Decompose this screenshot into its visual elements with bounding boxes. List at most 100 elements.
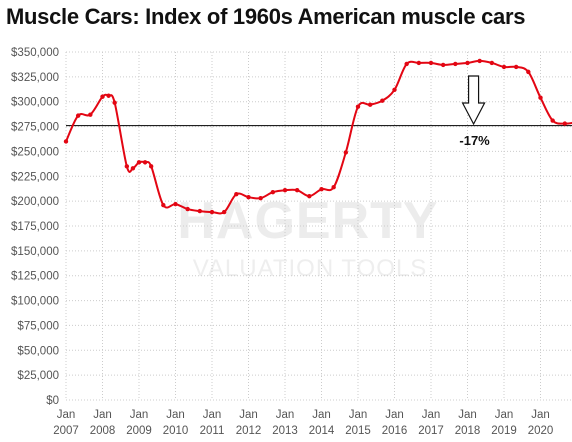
data-point <box>294 188 300 193</box>
y-tick-label: $125,000 <box>11 271 59 283</box>
data-point <box>355 104 361 109</box>
data-point <box>550 118 555 123</box>
data-point <box>88 112 93 117</box>
x-tick-label-month: Jan <box>239 409 258 421</box>
data-point <box>343 150 349 155</box>
data-point <box>477 58 482 64</box>
y-tick-label: $275,000 <box>11 122 59 134</box>
y-tick-label: $150,000 <box>11 246 59 258</box>
watermark-subtitle-text: VALUATION TOOLS <box>193 255 428 282</box>
x-tick-label-month: Jan <box>422 409 441 421</box>
x-tick-label-year: 2019 <box>491 425 517 437</box>
data-point <box>501 64 507 70</box>
x-tick-label-month: Jan <box>495 409 514 421</box>
x-tick-label-year: 2018 <box>455 425 481 437</box>
data-point <box>234 191 239 197</box>
data-point <box>161 202 166 208</box>
y-tick-label: $200,000 <box>11 196 59 208</box>
y-tick-label: $175,000 <box>11 221 59 233</box>
x-tick-label-year: 2012 <box>236 425 262 437</box>
y-tick-label: $50,000 <box>17 345 59 357</box>
x-tick-label-year: 2014 <box>309 425 335 437</box>
data-point <box>404 61 409 67</box>
y-tick-label: $325,000 <box>11 72 59 84</box>
chart-title: Muscle Cars: Index of 1960s American mus… <box>6 4 526 29</box>
y-tick-label: $100,000 <box>11 296 59 308</box>
data-point <box>513 64 519 70</box>
y-axis: $350,000 $325,000 $300,000 $275,000 $250,000… <box>11 47 59 407</box>
x-tick-label-month: Jan <box>203 409 222 421</box>
data-point <box>392 87 397 92</box>
data-point <box>185 206 190 212</box>
data-point <box>209 209 215 215</box>
data-point <box>428 60 434 66</box>
data-point <box>173 201 178 207</box>
data-point <box>416 60 422 66</box>
watermark: HAGERTY VALUATION TOOLS <box>177 192 437 282</box>
x-tick-label-year: 2007 <box>53 425 79 437</box>
data-point <box>221 209 227 215</box>
data-point <box>489 60 495 66</box>
x-tick-label-year: 2008 <box>90 425 116 437</box>
x-tick-label-month: Jan <box>276 409 295 421</box>
annotation-group: -17% <box>459 75 490 148</box>
y-tick-label: $0 <box>46 395 59 407</box>
data-point <box>380 98 385 103</box>
x-tick-label-year: 2015 <box>345 425 371 437</box>
down-arrow-icon <box>461 75 486 126</box>
x-tick-label-year: 2010 <box>163 425 189 437</box>
data-point <box>197 208 203 214</box>
data-point <box>331 185 336 190</box>
x-tick-label-month: Jan <box>312 409 331 421</box>
data-point <box>367 102 373 107</box>
y-tick-label: $225,000 <box>11 171 59 183</box>
x-tick-label-month: Jan <box>531 409 550 421</box>
data-point <box>124 164 130 169</box>
y-tick-label: $350,000 <box>11 47 59 59</box>
data-point <box>130 166 136 171</box>
series-group <box>63 58 572 215</box>
data-point <box>319 187 324 192</box>
x-tick-label-year: 2016 <box>382 425 408 437</box>
data-point <box>75 113 81 118</box>
data-point <box>270 189 276 195</box>
x-tick-label-month: Jan <box>130 409 149 421</box>
data-point <box>258 195 263 201</box>
data-point <box>562 121 568 126</box>
data-point <box>526 69 531 75</box>
data-point <box>136 160 142 165</box>
data-point <box>440 62 446 68</box>
data-point <box>282 188 288 193</box>
data-point <box>112 100 117 105</box>
x-tick-label-month: Jan <box>57 409 76 421</box>
data-point <box>307 193 312 199</box>
data-point <box>453 61 458 67</box>
x-tick-label-year: 2009 <box>126 425 152 437</box>
data-point <box>63 139 69 144</box>
y-tick-label: $250,000 <box>11 146 59 158</box>
y-tick-label: $25,000 <box>17 370 59 382</box>
annotation-label: -17% <box>459 133 490 148</box>
data-point <box>148 164 154 169</box>
x-tick-label-month: Jan <box>349 409 368 421</box>
x-tick-label-year: 2011 <box>200 425 225 437</box>
x-tick-label-month: Jan <box>93 409 112 421</box>
data-point <box>100 94 105 99</box>
x-tick-label-year: 2017 <box>418 425 444 437</box>
data-point <box>246 194 251 200</box>
series-line <box>65 59 572 215</box>
data-point <box>538 95 543 100</box>
y-tick-label: $75,000 <box>17 320 59 332</box>
data-point <box>106 93 111 98</box>
x-tick-label-year: 2013 <box>272 425 298 437</box>
data-point <box>465 60 470 66</box>
x-tick-label-month: Jan <box>385 409 404 421</box>
x-axis: Jan 2007 Jan 2008 Jan 2009 Jan 2010 Jan 2011 Jan 20… <box>53 409 553 437</box>
x-tick-label-month: Jan <box>458 409 477 421</box>
gridlines <box>65 51 572 401</box>
x-tick-label-month: Jan <box>166 409 185 421</box>
y-tick-label: $300,000 <box>11 97 59 109</box>
x-tick-label-year: 2020 <box>528 425 554 437</box>
data-point <box>142 160 148 165</box>
